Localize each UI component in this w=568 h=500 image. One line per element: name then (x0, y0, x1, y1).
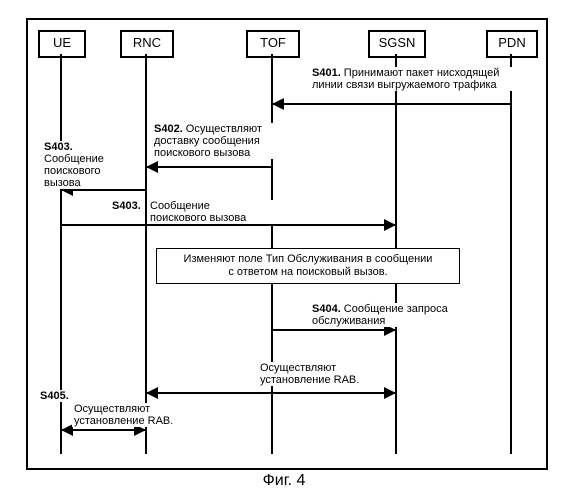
msg-s402-head-left (146, 161, 158, 173)
msg-s404-label: S404. Сообщение запросаобслуживания (310, 303, 464, 327)
figure-caption: Фиг. 4 (0, 472, 568, 490)
msg-s405a-head-left (146, 387, 158, 399)
msg-s403b-head-right (384, 219, 396, 231)
msg-s404-line (272, 329, 396, 331)
msg-s405a-line (146, 392, 396, 394)
msg-s403b-line (61, 224, 396, 226)
msg-s403b-step: S403. (110, 200, 143, 212)
msg-s403b-label: Сообщениепоискового вызова (148, 200, 292, 224)
msg-s401-label: S401. Принимают пакет нисходящейлинии св… (310, 67, 539, 91)
msg-s405b-step: S405. (38, 390, 71, 402)
msg-s403a-label: S403. Сообщениепоисковоговызова (42, 141, 126, 189)
msg-s405a-head-right (384, 387, 396, 399)
node-ue: UE (38, 30, 86, 58)
msg-s403a-line (61, 189, 146, 191)
msg-s405a-label: Осуществляютустановление RAB. (258, 362, 392, 386)
lifeline-pdn (510, 54, 512, 454)
msg-s402-label: S402. Осуществляютдоставку сообщенияпоис… (152, 123, 276, 159)
node-tof: TOF (246, 30, 300, 58)
node-pdn: PDN (486, 30, 538, 58)
msg-s401-line (272, 103, 511, 105)
msg-s405b-label: Осуществляютустановление RAB. (72, 403, 186, 427)
msg-s401-head-left (272, 98, 284, 110)
node-sgsn: SGSN (368, 30, 426, 58)
note-service-type: Изменяют поле Тип Обслуживания в сообщен… (156, 248, 460, 284)
node-rnc: RNC (120, 30, 174, 58)
msg-s402-line (146, 166, 272, 168)
